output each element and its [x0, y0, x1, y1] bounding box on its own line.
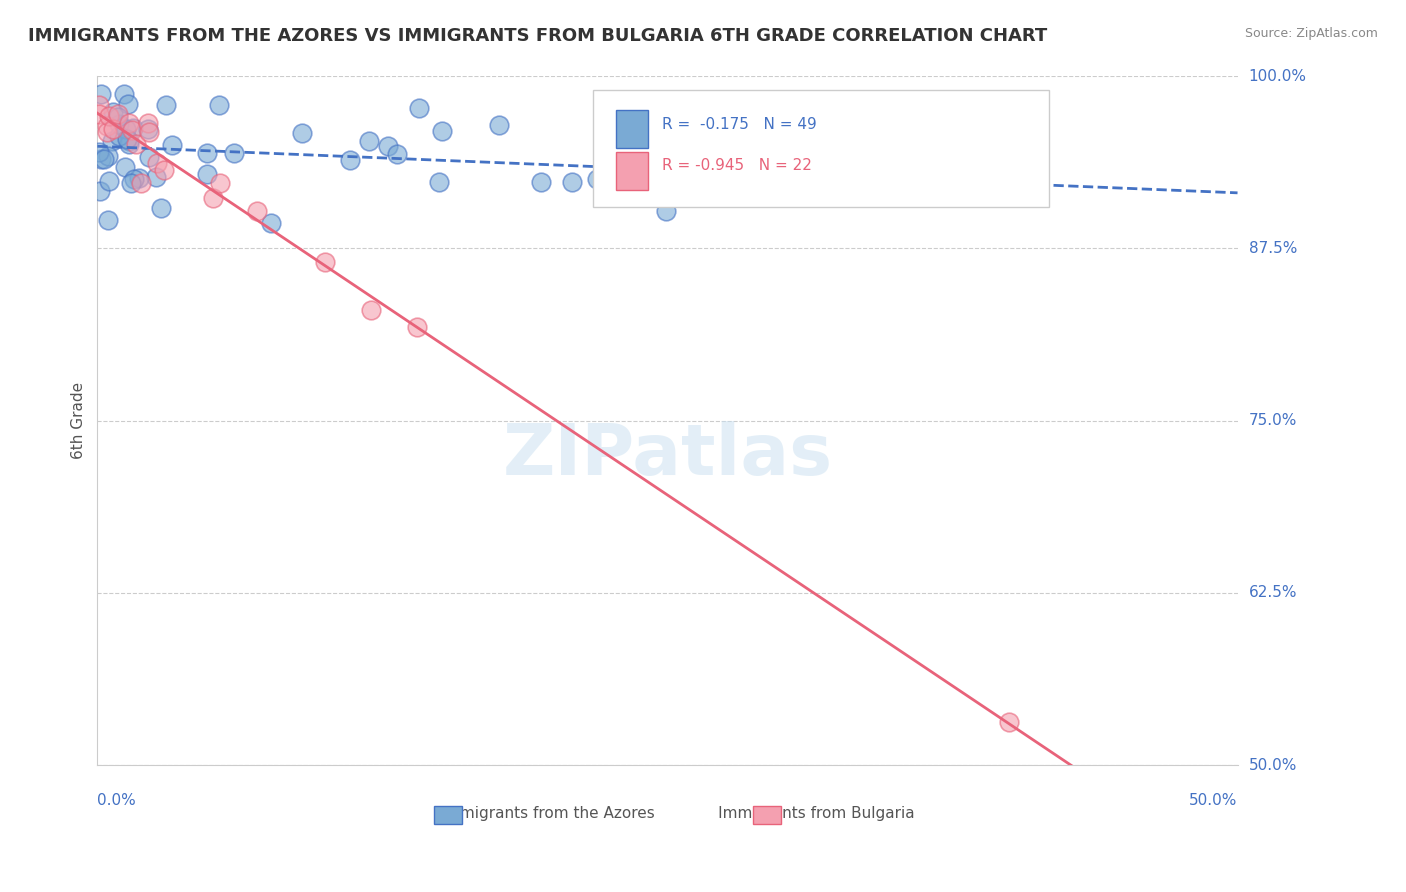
Point — [138, 150, 160, 164]
Point — [146, 155, 169, 169]
Text: IMMIGRANTS FROM THE AZORES VS IMMIGRANTS FROM BULGARIA 6TH GRADE CORRELATION CHA: IMMIGRANTS FROM THE AZORES VS IMMIGRANTS… — [28, 27, 1047, 45]
Point — [103, 122, 125, 136]
Point — [97, 149, 120, 163]
Point — [385, 146, 408, 161]
Point — [117, 97, 139, 112]
Text: R = -0.945   N = 22: R = -0.945 N = 22 — [662, 158, 811, 173]
Point — [153, 163, 176, 178]
Point — [620, 147, 643, 161]
Point — [201, 191, 224, 205]
Point — [430, 124, 453, 138]
Text: ZIPatlas: ZIPatlas — [502, 420, 832, 490]
Point — [90, 152, 112, 166]
Point — [339, 153, 361, 168]
Point — [122, 171, 145, 186]
Point — [114, 161, 136, 175]
Bar — [433, 806, 463, 823]
Y-axis label: 6th Grade: 6th Grade — [72, 382, 86, 459]
Text: 62.5%: 62.5% — [1249, 585, 1298, 600]
Point — [155, 98, 177, 112]
Point — [129, 176, 152, 190]
Text: Immigrants from the Azores             Immigrants from Bulgaria: Immigrants from the Azores Immigrants fr… — [420, 806, 914, 822]
Point — [107, 129, 129, 144]
Point — [118, 137, 141, 152]
Point — [89, 184, 111, 198]
Point — [118, 134, 141, 148]
Point — [405, 320, 427, 334]
Point — [108, 117, 131, 131]
Text: 87.5%: 87.5% — [1249, 241, 1296, 256]
Text: 0.0%: 0.0% — [97, 793, 136, 807]
Point — [138, 126, 160, 140]
Point — [655, 203, 678, 218]
Point — [314, 255, 336, 269]
Point — [100, 134, 122, 148]
FancyBboxPatch shape — [593, 90, 1049, 207]
Point — [208, 97, 231, 112]
Point — [222, 145, 245, 160]
Point — [101, 104, 124, 119]
Point — [121, 123, 143, 137]
Text: Source: ZipAtlas.com: Source: ZipAtlas.com — [1244, 27, 1378, 40]
Point — [138, 116, 160, 130]
Point — [998, 715, 1021, 730]
Point — [107, 110, 129, 124]
Point — [209, 177, 232, 191]
Point — [115, 132, 138, 146]
Point — [357, 134, 380, 148]
Text: 100.0%: 100.0% — [1249, 69, 1306, 84]
Point — [427, 175, 450, 189]
Point — [128, 171, 150, 186]
Point — [586, 172, 609, 186]
Point — [98, 174, 121, 188]
Point — [377, 139, 399, 153]
Point — [87, 145, 110, 159]
Text: 75.0%: 75.0% — [1249, 413, 1296, 428]
Point — [107, 106, 129, 120]
Point — [115, 122, 138, 136]
Point — [87, 98, 110, 112]
Point — [149, 201, 172, 215]
Point — [118, 116, 141, 130]
Text: 50.0%: 50.0% — [1249, 757, 1296, 772]
Point — [90, 87, 112, 102]
Text: R =  -0.175   N = 49: R = -0.175 N = 49 — [662, 117, 817, 132]
Point — [96, 119, 118, 133]
Point — [120, 176, 142, 190]
Point — [93, 153, 115, 167]
Point — [488, 118, 510, 132]
Bar — [616, 152, 648, 190]
Point — [121, 120, 143, 135]
Point — [195, 145, 218, 160]
Point — [125, 136, 148, 151]
Point — [291, 126, 314, 140]
Point — [98, 109, 121, 123]
Point — [195, 167, 218, 181]
Point — [89, 107, 111, 121]
Point — [530, 174, 553, 188]
Point — [246, 203, 269, 218]
Point — [145, 169, 167, 184]
Point — [112, 87, 135, 101]
Point — [136, 121, 159, 136]
Point — [97, 212, 120, 227]
Bar — [754, 806, 782, 823]
Point — [160, 137, 183, 152]
Bar — [616, 111, 648, 148]
Point — [408, 101, 430, 115]
Point — [260, 217, 283, 231]
Point — [561, 175, 583, 189]
Text: 50.0%: 50.0% — [1189, 793, 1237, 807]
Point — [360, 303, 382, 318]
Point — [96, 125, 118, 139]
